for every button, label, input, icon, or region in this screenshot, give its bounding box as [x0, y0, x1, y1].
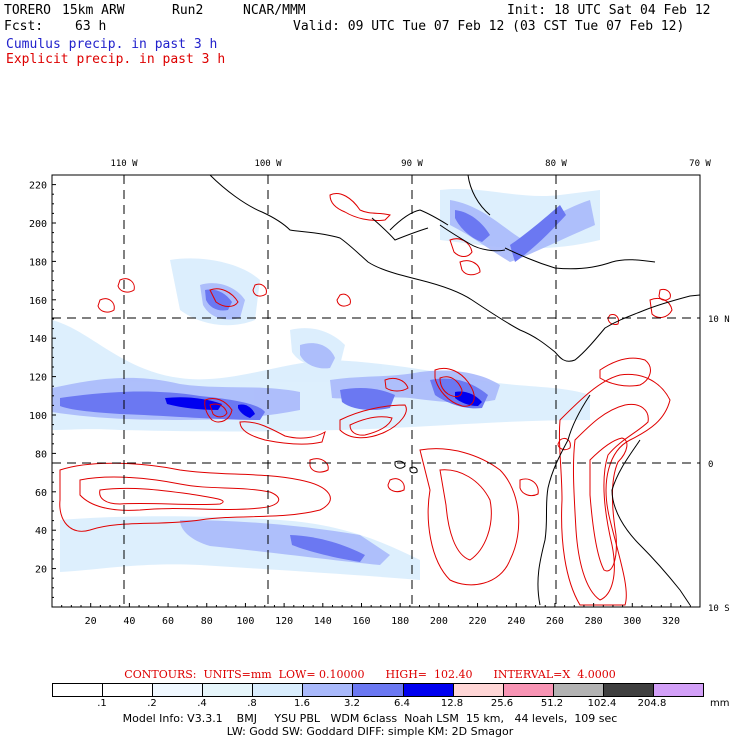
y-tick-label: 40 — [35, 526, 47, 537]
color-legend — [52, 683, 704, 697]
legend-level-label: 204.8 — [637, 698, 667, 709]
precip-field — [52, 188, 673, 606]
longitude-label: 100 W — [254, 159, 282, 169]
organization: NCAR/MMM — [243, 3, 306, 18]
legend-level-label: 1.6 — [294, 698, 310, 709]
legend-level-label: .2 — [147, 698, 157, 709]
contours-info: CONTOURS: UNITS=mm LOW= 0.10000 HIGH= 10… — [124, 668, 616, 681]
longitude-label: 110 W — [110, 159, 138, 169]
x-tick-label: 140 — [314, 616, 332, 627]
y-tick-label: 180 — [29, 257, 47, 268]
x-tick-label: 280 — [585, 616, 603, 627]
y-tick-label: 100 — [29, 411, 47, 422]
coastlines — [209, 174, 701, 606]
explicit-field-label: Explicit precip. in past 3 h — [6, 52, 226, 67]
y-tick-label: 120 — [29, 373, 47, 384]
legend-swatch — [353, 684, 404, 696]
x-tick-label: 320 — [662, 616, 680, 627]
legend-swatch — [303, 684, 354, 696]
legend-level-label: 51.2 — [540, 698, 564, 709]
y-tick-label: 80 — [35, 449, 47, 460]
x-tick-label: 160 — [352, 616, 370, 627]
latitude-label: 10 N — [708, 315, 730, 325]
y-tick-label: 160 — [29, 296, 47, 307]
map-frame — [51, 174, 701, 608]
y-tick-label: 220 — [29, 181, 47, 192]
x-tick-label: 60 — [162, 616, 174, 627]
legend-level-label: .1 — [97, 698, 107, 709]
legend-level-label: .8 — [247, 698, 257, 709]
longitude-label: 80 W — [545, 159, 567, 169]
y-tick-label: 140 — [29, 334, 47, 345]
model-physics: LW: Godd SW: Goddard DIFF: simple KM: 2D… — [226, 725, 514, 738]
x-axis: 20 40 60 80 100 120 140 160 180 200 220 240 260 280 30… — [61, 603, 691, 627]
longitude-label: 90 W — [401, 159, 423, 169]
legend-level-label: 12.8 — [440, 698, 464, 709]
legend-swatch — [653, 684, 704, 696]
longitude-labels: 110 W 100 W 90 W 80 W 70 W — [110, 159, 711, 169]
latitude-labels: 10 N 0 10 S — [708, 315, 730, 614]
x-tick-label: 220 — [469, 616, 487, 627]
x-tick-label: 120 — [275, 616, 293, 627]
legend-swatch — [503, 684, 554, 696]
legend-swatch — [53, 684, 104, 696]
valid-time: Valid: 09 UTC Tue 07 Feb 12 (03 CST Tue … — [293, 19, 685, 34]
x-tick-label: 40 — [123, 616, 135, 627]
model-info: Model Info: V3.3.1 BMJ YSU PBL WDM 6clas… — [122, 712, 618, 725]
x-tick-label: 80 — [201, 616, 213, 627]
x-tick-label: 180 — [391, 616, 409, 627]
legend-swatch — [403, 684, 454, 696]
latitude-label: 0 — [708, 460, 713, 470]
legend-unit: mm — [710, 698, 730, 709]
longitude-label: 70 W — [689, 159, 711, 169]
y-tick-label: 200 — [29, 219, 47, 230]
forecast-label: Fcst: — [4, 19, 44, 34]
very-heavy-precip-areas — [165, 391, 482, 418]
latitude-label: 10 S — [708, 604, 730, 614]
legend-swatch — [603, 684, 654, 696]
run-label: Run2 — [172, 3, 204, 18]
legend-level-label: 6.4 — [394, 698, 410, 709]
model-name: TORERO — [4, 3, 51, 18]
forecast-hour: 63 h — [75, 19, 107, 34]
legend-swatch — [153, 684, 204, 696]
init-time: Init: 18 UTC Sat 04 Feb 12 — [507, 3, 711, 18]
x-tick-label: 200 — [430, 616, 448, 627]
model-resolution: 15km ARW — [62, 3, 125, 18]
legend-level-label: 102.4 — [587, 698, 617, 709]
legend-swatch — [103, 684, 154, 696]
cumulus-field-label: Cumulus precip. in past 3 h — [6, 37, 218, 52]
x-tick-label: 300 — [623, 616, 641, 627]
x-tick-label: 100 — [236, 616, 254, 627]
y-tick-label: 60 — [35, 488, 47, 499]
legend-swatch — [553, 684, 604, 696]
legend-level-label: 3.2 — [344, 698, 360, 709]
x-tick-label: 260 — [546, 616, 564, 627]
explicit-precip-contours — [59, 193, 673, 606]
x-tick-label: 240 — [507, 616, 525, 627]
legend-swatch — [203, 684, 254, 696]
x-tick-label: 20 — [85, 616, 97, 627]
legend-swatch — [453, 684, 504, 696]
legend-swatch — [253, 684, 304, 696]
legend-level-label: .4 — [197, 698, 207, 709]
y-tick-label: 20 — [35, 565, 47, 576]
legend-level-label: 25.6 — [490, 698, 514, 709]
lat-lon-grid — [52, 175, 700, 607]
y-axis: 220 200 180 160 140 120 100 80 60 40 20 — [29, 174, 56, 598]
